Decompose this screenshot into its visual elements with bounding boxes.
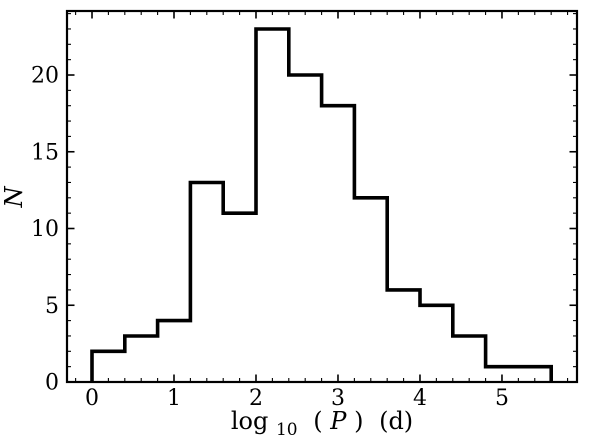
histogram-step-line xyxy=(90,27,553,382)
xlabel-subscript: 10 xyxy=(276,420,298,440)
y-tick-label: 15 xyxy=(31,140,59,165)
xlabel-variable: P xyxy=(329,407,347,435)
xlabel-open-paren: ( xyxy=(313,407,322,435)
y-axis-label: N xyxy=(0,186,28,209)
xlabel-close-paren: ) xyxy=(354,407,363,435)
x-tick-label: 0 xyxy=(85,386,99,411)
y-tick-labels: 0 5 10 15 20 xyxy=(31,64,59,396)
xlabel-log: log xyxy=(231,407,269,435)
x-tick-label: 1 xyxy=(167,386,181,411)
x-axis-label: log 10 ( P ) (d) xyxy=(231,407,413,441)
y-tick-label: 10 xyxy=(31,217,59,242)
x-tick-label: 4 xyxy=(413,386,427,411)
x-tick-label: 2 xyxy=(249,386,263,411)
y-tick-label: 20 xyxy=(31,64,59,89)
x-tick-label: 3 xyxy=(331,386,345,411)
xlabel-unit: (d) xyxy=(379,407,413,435)
x-tick-label: 5 xyxy=(495,386,509,411)
y-tick-label: 0 xyxy=(45,371,59,396)
y-tick-label: 5 xyxy=(45,294,59,319)
plot-area-border xyxy=(65,9,579,384)
axis-ticks xyxy=(67,11,577,383)
x-tick-labels: 0 1 2 3 4 5 xyxy=(85,386,509,411)
